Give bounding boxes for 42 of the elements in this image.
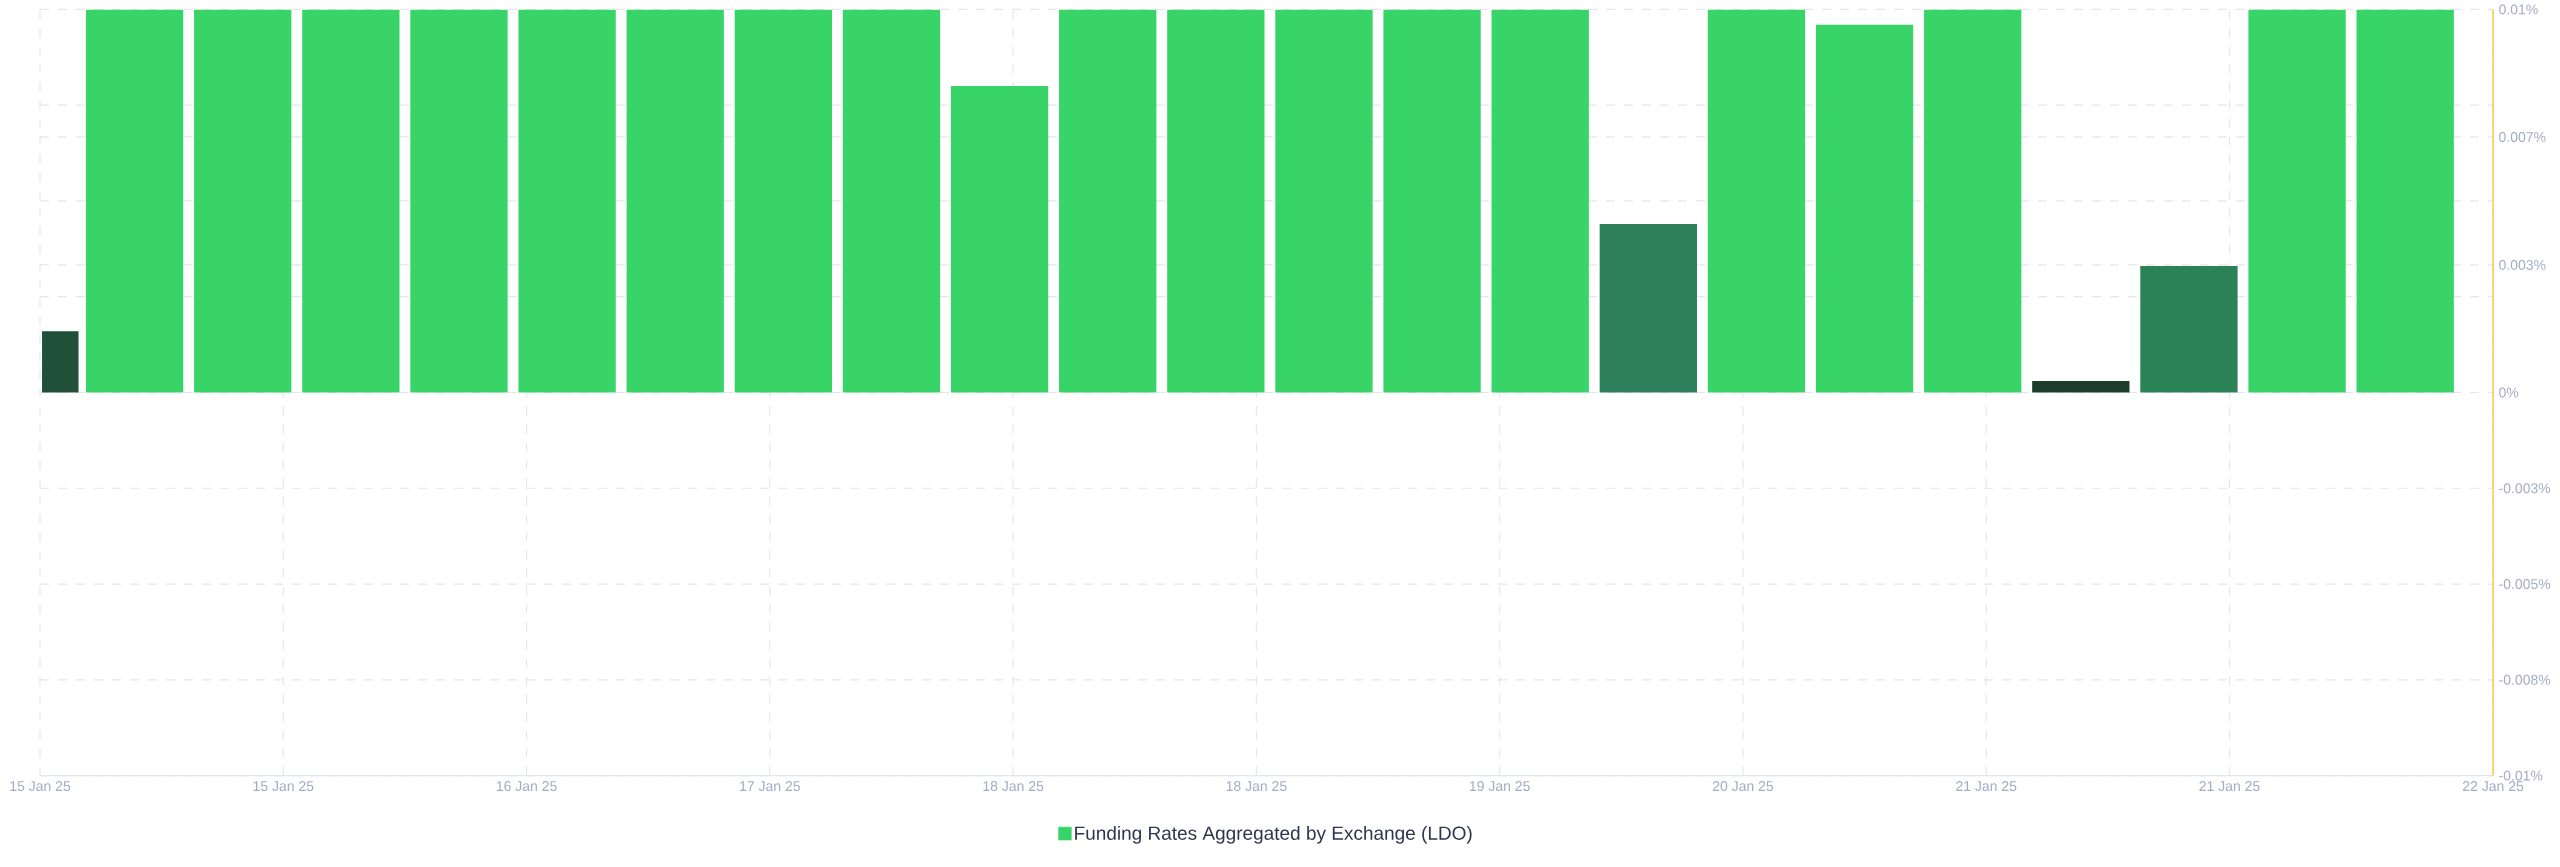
- bar: [1059, 9, 1157, 393]
- x-tick-label: 21 Jan 25: [2199, 781, 2260, 792]
- x-tick-label: 16 Jan 25: [496, 781, 557, 792]
- bar: [842, 9, 941, 393]
- bar: [1167, 9, 1265, 393]
- y-tick-label: 0%: [2499, 387, 2519, 398]
- bar: [2248, 9, 2346, 393]
- bar: [1599, 223, 1697, 393]
- bar: [518, 9, 616, 393]
- bar: [1924, 9, 2022, 393]
- x-tick-label: 15 Jan 25: [253, 781, 314, 792]
- x-tick-label: 19 Jan 25: [1469, 781, 1530, 792]
- bar: [1383, 9, 1481, 393]
- bar: [2140, 266, 2238, 393]
- y-tick-label: 0.01%: [2499, 4, 2538, 15]
- bar: [1815, 24, 1914, 393]
- y-tick-label: -0.003%: [2499, 483, 2551, 494]
- bar: [410, 9, 508, 393]
- x-tick-label: 15 Jan 25: [10, 781, 71, 792]
- x-tick-label: 18 Jan 25: [1226, 781, 1287, 792]
- x-tick-label: 17 Jan 25: [740, 781, 800, 792]
- y-tick-label: -0.005%: [2499, 579, 2551, 590]
- x-tick-label: 22 Jan 25: [2462, 781, 2524, 792]
- y-tick-label: 0.003%: [2499, 259, 2546, 270]
- y-tick-label: -0.008%: [2499, 674, 2551, 685]
- y-tick-label: -0.01%: [2499, 770, 2543, 781]
- bar: [194, 9, 292, 393]
- x-tick-label: 20 Jan 25: [1712, 781, 1774, 792]
- bar: [85, 9, 184, 393]
- bar: [1275, 9, 1373, 393]
- bar: [734, 9, 832, 393]
- x-tick-label: 18 Jan 25: [983, 781, 1044, 792]
- bar: [2356, 9, 2454, 393]
- bar: [302, 9, 400, 393]
- legend-label: Funding Rates Aggregated by Exchange (LDO): [1075, 825, 1472, 844]
- x-tick-label: 21 Jan 25: [1956, 781, 2017, 792]
- bar: [2032, 381, 2130, 393]
- bar: [950, 86, 1049, 393]
- bar: [1491, 9, 1589, 393]
- y-tick-label: 0.007%: [2499, 132, 2546, 142]
- bar: [626, 9, 724, 393]
- bar: [1707, 9, 1806, 393]
